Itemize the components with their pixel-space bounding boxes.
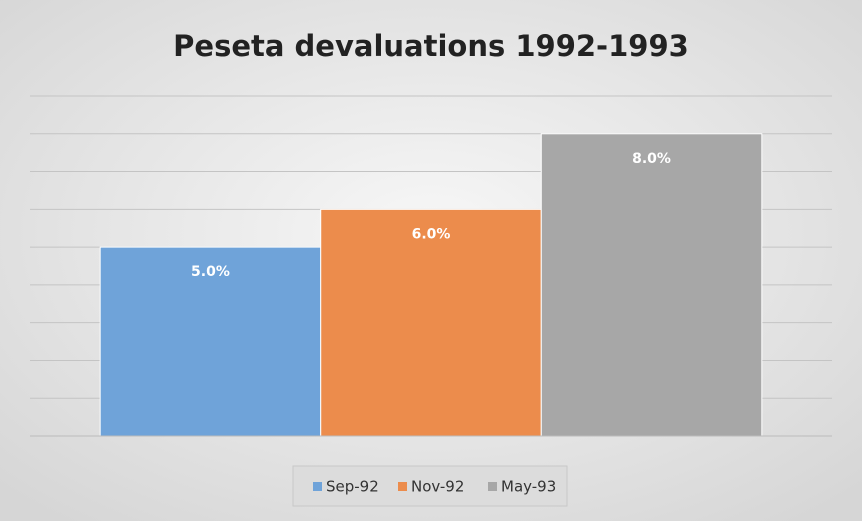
data-label: 6.0% (412, 226, 451, 242)
legend-swatch (488, 482, 497, 491)
chart-title: Peseta devaluations 1992-1993 (173, 29, 689, 63)
legend-swatch (398, 482, 407, 491)
data-label: 8.0% (632, 151, 671, 167)
legend-swatch (313, 482, 322, 491)
legend-label: Nov-92 (411, 478, 464, 496)
legend-label: Sep-92 (326, 478, 379, 496)
bar (320, 208, 542, 437)
bar (540, 133, 763, 437)
data-label: 5.0% (191, 264, 230, 280)
bar (99, 246, 322, 437)
legend (292, 465, 568, 507)
legend-label: May-93 (501, 478, 556, 496)
